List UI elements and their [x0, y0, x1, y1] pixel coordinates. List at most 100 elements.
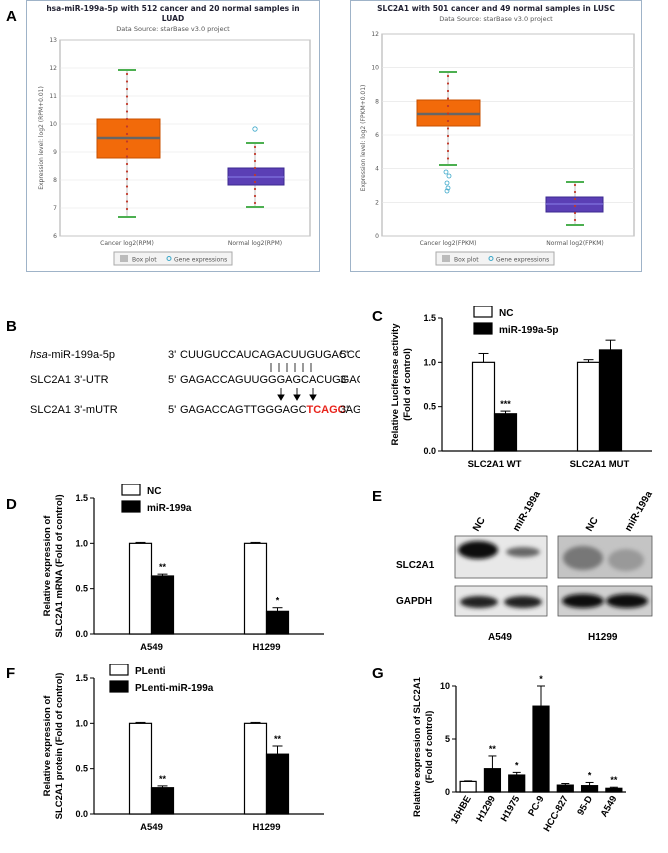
legend-swatch	[109, 680, 129, 693]
blot-label-gapdh: GAPDH	[396, 596, 432, 607]
significance-mark: *	[276, 596, 280, 606]
y-tick-label: 7	[53, 205, 57, 212]
bar	[576, 361, 601, 452]
lane-label-nc-h1299: NC	[584, 515, 601, 533]
legend-label: NC	[147, 486, 161, 497]
panel-e-western-blot: NC miR-199a NC miR-199a SLC2A1 GAPDH A54…	[396, 490, 655, 643]
significance-mark: **	[610, 775, 618, 785]
gene-dots-cancer	[125, 72, 129, 211]
lane-label-mir-h1299: miR-199a	[623, 490, 655, 534]
gene-dot	[253, 194, 257, 198]
band	[608, 549, 644, 571]
panel-a-left-subtitle: Data Source: starBase v3.0 project	[116, 25, 230, 33]
legend-frame	[113, 251, 233, 266]
y-tick-label: 10	[440, 681, 450, 691]
gene-dot	[446, 74, 450, 78]
panel-a-left-boxplot: hsa-miR-199a-5p with 512 cancer and 20 n…	[26, 0, 320, 272]
gene-dot	[253, 152, 257, 156]
panel-label-e: E	[372, 488, 383, 505]
outlier-dot	[443, 169, 449, 175]
gene-dot	[573, 183, 577, 187]
y-axis-label-2: (Fold of control)	[424, 711, 435, 784]
y-axis-label-2: (Fold of control)	[402, 348, 413, 421]
y-tick-label: 0	[375, 233, 379, 240]
band	[504, 596, 542, 608]
y-tick-label: 1.0	[423, 357, 436, 367]
gene-dot	[446, 82, 450, 85]
y-tick-label: 5	[445, 734, 450, 744]
panel-label-d: D	[6, 496, 17, 513]
gene-dot	[253, 173, 257, 177]
significance-mark: *	[588, 770, 592, 780]
gene-dot	[573, 211, 577, 215]
bar	[459, 780, 477, 793]
panel-a-left-ylabel: Expression level: log2 (RPM+0.01)	[38, 86, 45, 190]
y-tick-label: 12	[49, 65, 57, 72]
gene-dot	[125, 102, 129, 106]
y-tick-label: 1.5	[75, 493, 88, 503]
gene-dot	[125, 185, 129, 188]
seq-prime-utr-right: 3'	[340, 374, 348, 386]
category-label: SLC2A1 WT	[468, 459, 522, 470]
gene-dot	[573, 190, 577, 194]
panel-a-right-boxplot: SLC2A1 with 501 cancer and 49 normal sam…	[350, 0, 642, 272]
y-tick-label: 12	[371, 31, 379, 38]
seq-prime-mutr-left: 5'	[168, 404, 176, 416]
cell-label-h1299: H1299	[588, 632, 618, 643]
y-tick-label: 10	[49, 121, 57, 128]
bar	[532, 705, 550, 793]
gene-dots-cancer	[446, 74, 450, 160]
gene-dot	[125, 80, 129, 83]
panel-label-b: B	[6, 318, 17, 335]
outlier-dot	[444, 188, 450, 194]
y-tick-label: 4	[375, 166, 379, 173]
x-label-cancer: Cancer log2(FPKM)	[420, 240, 477, 247]
bar	[243, 722, 268, 815]
significance-mark: **	[159, 774, 167, 784]
legend-swatch	[473, 322, 493, 335]
band	[563, 546, 603, 570]
seq-prime-mirna-right: 5'	[340, 349, 348, 361]
legend-swatch	[121, 500, 141, 513]
y-tick-label: 11	[49, 93, 57, 100]
y-tick-label: 9	[53, 149, 57, 156]
category-label: SLC2A1 MUT	[570, 459, 630, 470]
panel-label-c: C	[372, 308, 383, 325]
outlier-dots-cancer	[443, 169, 452, 194]
panel-label-g: G	[372, 665, 384, 682]
legend-dots-label: Gene expressions	[496, 257, 549, 264]
outlier-dot	[444, 180, 450, 186]
panel-c-chart: 0.0 0.5 1.0 1.5 Relative Luciferase activity…	[390, 306, 652, 470]
category-label: H1299	[475, 794, 499, 824]
legend-frame	[435, 251, 555, 266]
gene-dot	[125, 140, 129, 143]
gene-dot	[446, 142, 450, 145]
gene-dot	[125, 72, 129, 76]
panel-a-right-title: SLC2A1 with 501 cancer and 49 normal sam…	[377, 4, 615, 13]
mutation-arrows	[277, 388, 317, 401]
bar	[508, 774, 526, 793]
panel-b-sequence-alignment: hsa-miR-199a-5p 3' CUUGUCCAUCAGACUUGUGAC…	[30, 349, 360, 416]
gene-dot	[573, 197, 577, 201]
band	[562, 594, 604, 608]
gene-dot	[125, 177, 129, 181]
bar	[128, 542, 153, 635]
gene-dot	[125, 87, 129, 91]
panel-f-chart: 0.0 0.5 1.0 1.5 Relative expression of SLC2A1…	[42, 664, 324, 833]
significance-mark: *	[515, 760, 519, 770]
y-tick-label: 1.5	[423, 313, 436, 323]
seq-prime-mutr-right: 3'	[340, 404, 348, 416]
y-tick-label: 0.5	[75, 764, 88, 774]
category-label: A549	[140, 642, 163, 653]
outlier-dot	[252, 126, 258, 132]
gene-dot	[253, 187, 257, 191]
y-tick-label: 1.5	[75, 673, 88, 683]
outlier-dot	[446, 173, 452, 179]
gene-dot	[253, 145, 257, 149]
band	[506, 547, 540, 557]
seq-prime-mirna-left: 3'	[168, 349, 176, 361]
gene-dot	[125, 207, 129, 211]
bar	[150, 575, 175, 635]
category-label: H1975	[499, 793, 523, 823]
x-label-cancer: Cancer log2(RPM)	[100, 240, 154, 247]
